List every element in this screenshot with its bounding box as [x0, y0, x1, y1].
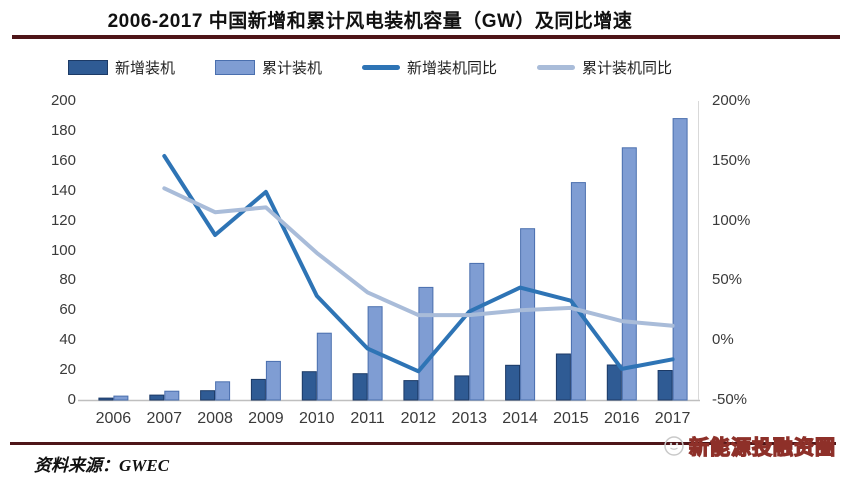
legend-item-line-3: 累计装机同比: [537, 57, 672, 78]
left-axis-tick: 60: [59, 301, 76, 319]
left-axis-tick: 200: [50, 92, 76, 109]
legend-bar-swatch: [67, 60, 108, 75]
title-divider: [12, 35, 840, 39]
chart-canvas: [78, 101, 700, 402]
x-axis-tick: 2013: [451, 410, 488, 427]
right-axis-tick: 150%: [712, 151, 751, 169]
left-axis-tick: 40: [59, 331, 76, 349]
watermark-logo-icon: [664, 435, 684, 456]
left-axis-tick: 20: [59, 361, 76, 379]
x-axis-tick: 2007: [146, 410, 183, 427]
x-axis-tick: 2014: [502, 410, 538, 427]
legend-item-line-2: 新增装机同比: [362, 57, 497, 78]
footer-divider: [10, 442, 836, 445]
legend-line-swatch: [537, 65, 576, 70]
left-axis-tick: 140: [50, 181, 76, 199]
x-axis-tick: 2017: [654, 410, 691, 427]
x-axis-tick: 2006: [95, 410, 132, 427]
x-axis-tick: 2016: [603, 410, 640, 427]
right-axis-tick: 200%: [712, 92, 751, 109]
left-axis-tick: 100: [50, 241, 76, 259]
chart-title: 2006-2017 中国新增和累计风电装机容量（GW）及同比增速: [107, 11, 633, 32]
left-axis-tick: 0: [67, 391, 76, 408]
left-axis-tick: 160: [50, 151, 76, 169]
legend-label: 累计装机同比: [582, 60, 673, 77]
right-axis-tick: -50%: [712, 391, 748, 408]
right-axis-tick: 0%: [712, 331, 734, 349]
legend-item-bar-1: 累计装机: [214, 57, 322, 78]
right-axis-tick: 100%: [712, 211, 751, 229]
legend-line-swatch: [362, 65, 400, 70]
x-axis-tick: 2012: [400, 410, 437, 427]
x-axis-tick: 2015: [553, 410, 589, 427]
left-axis-tick: 120: [50, 211, 76, 229]
watermark-text: 新能源投融资圈: [688, 436, 836, 459]
x-axis-tick: 2009: [248, 410, 284, 427]
x-axis-tick: 2010: [298, 410, 335, 427]
data-source-label: 资料来源：GWEC: [34, 456, 170, 475]
right-axis-tick: 50%: [712, 271, 743, 289]
legend-label: 累计装机: [261, 60, 322, 77]
x-axis-tick: 2008: [197, 410, 233, 427]
legend-label: 新增装机: [114, 60, 175, 77]
chart-legend: 新增装机 累计装机 新增装机同比 累计装机同比: [0, 57, 740, 78]
legend-item-bar-0: 新增装机: [67, 57, 175, 78]
watermark: 新能源投融资圈: [663, 431, 836, 460]
left-axis-tick: 180: [50, 121, 76, 139]
x-axis-tick: 2011: [350, 410, 385, 427]
legend-bar-swatch: [214, 60, 255, 75]
legend-label: 新增装机同比: [407, 60, 498, 77]
left-axis-tick: 80: [59, 271, 76, 289]
